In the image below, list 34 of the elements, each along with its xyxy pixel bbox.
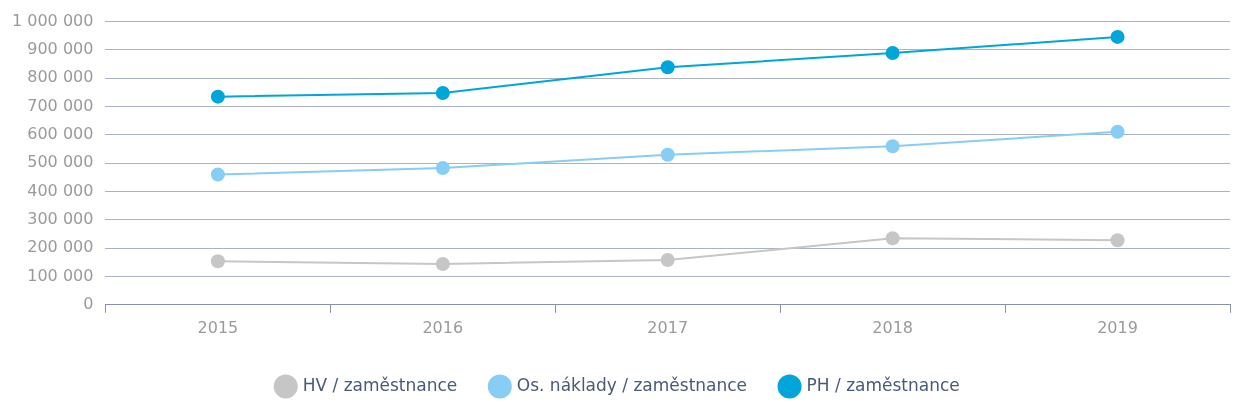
point	[210, 89, 225, 104]
legend-label: Os. náklady / zaměstnance	[516, 374, 748, 395]
point	[210, 167, 225, 182]
point	[660, 147, 675, 162]
y-tick-label: 300 000	[27, 209, 94, 228]
x-tick-label: 2019	[1097, 317, 1138, 337]
point	[885, 139, 900, 154]
y-tick-label: 500 000	[27, 152, 94, 172]
y-tick-label: 800 000	[27, 67, 94, 87]
y-tick-label: 900 000	[27, 39, 94, 59]
point	[1110, 29, 1125, 44]
x-tick-label: 2017	[647, 317, 689, 337]
y-tick-label: 600 000	[27, 124, 94, 144]
x-tick-label: 2018	[872, 317, 913, 337]
point	[660, 253, 675, 268]
point	[435, 161, 450, 176]
point	[435, 85, 450, 100]
point	[660, 60, 675, 75]
point	[435, 257, 450, 272]
legend-label: PH / zaměstnance	[806, 374, 960, 395]
y-tick-label: 200 000	[27, 237, 94, 257]
y-tick-label: 400 000	[27, 180, 94, 200]
point	[210, 254, 225, 269]
y-tick-label: 100 000	[27, 265, 94, 285]
y-tick-label: 1 000 000	[11, 10, 94, 30]
point	[1110, 233, 1125, 248]
point	[885, 46, 900, 61]
y-tick-label: 0	[83, 293, 94, 313]
y-tick-label: 700 000	[27, 95, 94, 115]
point	[885, 231, 900, 246]
point	[1110, 124, 1125, 139]
legend-label: HV / zaměstnance	[302, 374, 458, 395]
x-tick-label: 2015	[197, 317, 239, 337]
x-tick-label: 2016	[422, 317, 464, 337]
